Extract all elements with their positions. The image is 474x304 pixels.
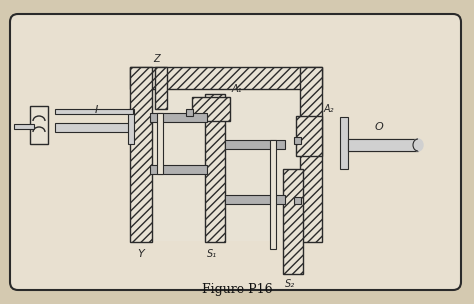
- Text: A₁: A₁: [232, 84, 243, 94]
- Bar: [294, 197, 301, 204]
- Bar: [130, 67, 322, 89]
- Bar: [296, 116, 322, 156]
- Bar: [152, 91, 226, 240]
- Bar: [348, 139, 418, 151]
- Text: S₂: S₂: [285, 279, 295, 289]
- Bar: [192, 97, 230, 121]
- Bar: [186, 109, 193, 116]
- Bar: [128, 109, 134, 144]
- Bar: [150, 165, 207, 174]
- Bar: [270, 140, 276, 249]
- Text: S₁: S₁: [207, 249, 217, 259]
- Text: I: I: [94, 105, 98, 115]
- Bar: [283, 169, 303, 274]
- Text: Z: Z: [154, 54, 160, 64]
- Bar: [14, 124, 34, 129]
- Bar: [205, 94, 225, 242]
- Bar: [340, 117, 348, 169]
- FancyBboxPatch shape: [10, 14, 461, 290]
- Text: Figure P16: Figure P16: [202, 283, 272, 296]
- Text: A₂: A₂: [324, 104, 335, 114]
- Bar: [225, 140, 285, 149]
- Bar: [150, 113, 207, 122]
- Bar: [130, 67, 152, 242]
- Bar: [225, 195, 285, 204]
- Bar: [30, 106, 48, 144]
- Text: O: O: [375, 122, 384, 132]
- Bar: [294, 137, 301, 144]
- Bar: [227, 91, 299, 240]
- Ellipse shape: [413, 139, 423, 151]
- Text: Y: Y: [137, 249, 145, 259]
- Bar: [55, 109, 133, 114]
- Bar: [55, 123, 133, 132]
- Bar: [157, 113, 163, 174]
- Bar: [300, 67, 322, 242]
- Bar: [155, 67, 167, 109]
